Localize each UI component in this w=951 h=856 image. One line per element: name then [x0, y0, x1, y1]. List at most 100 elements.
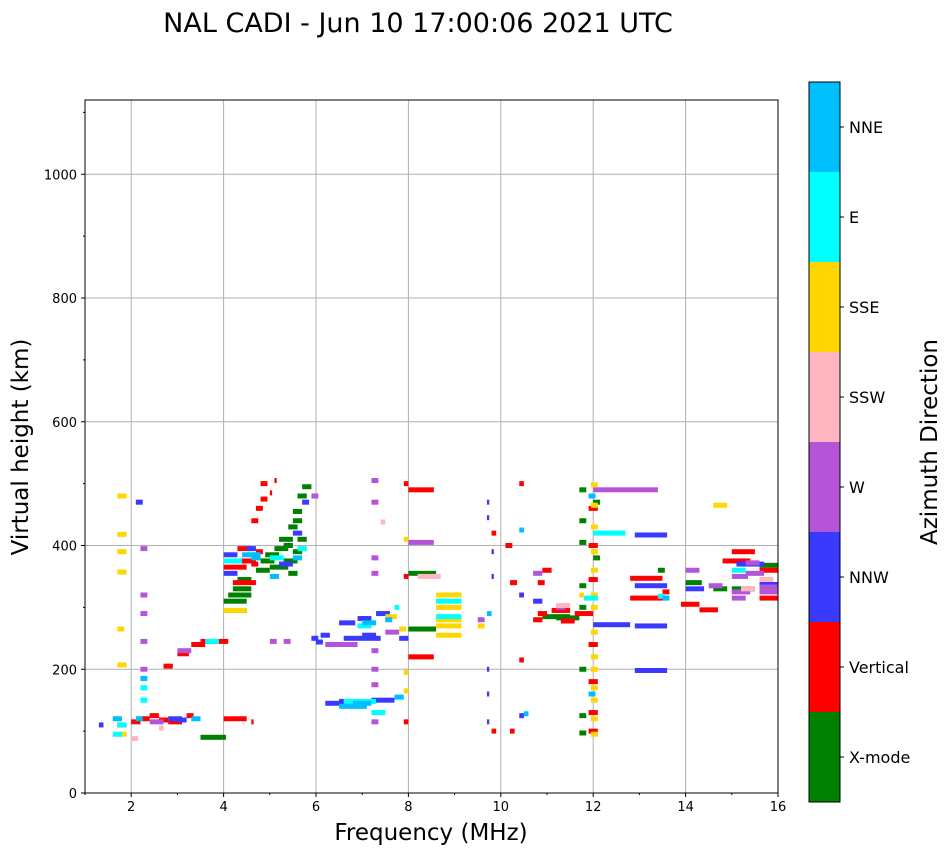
echo-mark	[376, 611, 390, 617]
echo-mark	[759, 562, 778, 568]
y-axis-label: Virtual height (km)	[8, 339, 34, 556]
echo-mark	[140, 676, 148, 682]
echo-mark	[486, 691, 490, 697]
echo-mark	[590, 482, 598, 488]
echo-mark	[403, 573, 409, 579]
colorbar-tick-label: Vertical	[849, 658, 909, 677]
echo-mark	[274, 546, 289, 552]
echo-mark	[685, 586, 705, 592]
echo-mark	[292, 530, 303, 536]
echo-mark	[590, 549, 598, 555]
echo-mark	[745, 560, 760, 566]
colorbar: X-mode Vertical NNW W SSW SSE E NNE	[808, 81, 910, 803]
echo-mark	[759, 589, 778, 595]
x-axis: 2 4 6 8 10 12 14 16	[84, 793, 786, 815]
echo-mark	[593, 487, 658, 493]
x-tick-label: 6	[312, 800, 320, 815]
echo-mark	[339, 703, 367, 709]
echo-mark	[140, 697, 148, 703]
echo-mark	[140, 592, 148, 598]
echo-mark	[140, 611, 148, 617]
echo-mark	[590, 629, 598, 635]
chart-title: NAL CADI - Jun 10 17:00:06 2021 UTC	[163, 8, 673, 39]
echo-mark	[260, 496, 268, 502]
echo-mark	[177, 651, 189, 657]
echo-mark	[593, 555, 601, 561]
echo-mark	[117, 569, 127, 575]
colorbar-label: Azimuth Direction	[917, 339, 943, 545]
echo-mark	[579, 713, 587, 719]
echo-mark	[177, 717, 187, 723]
y-tick-label: 400	[52, 540, 77, 555]
echo-mark	[590, 716, 598, 722]
echo-mark	[246, 546, 256, 552]
echo-mark	[436, 632, 462, 638]
echo-mark	[316, 639, 323, 645]
echo-mark	[191, 716, 201, 722]
echo-mark	[699, 607, 718, 613]
echo-mark	[759, 595, 778, 601]
colorbar-tick-label: SSW	[849, 388, 885, 407]
echo-mark	[436, 598, 462, 604]
echo-mark	[131, 719, 141, 725]
echo-mark	[556, 615, 580, 621]
echo-mark	[223, 564, 247, 570]
echo-mark	[708, 583, 723, 589]
echo-mark	[320, 632, 330, 638]
echo-mark	[590, 502, 598, 508]
echo-mark	[177, 648, 192, 654]
echo-mark	[590, 524, 598, 530]
echo-mark	[556, 603, 571, 609]
echo-mark	[112, 731, 122, 737]
echo-mark	[237, 577, 252, 583]
echo-mark	[168, 716, 183, 722]
echo-mark	[537, 580, 545, 586]
echo-mark	[731, 567, 746, 573]
echo-mark	[279, 561, 293, 567]
x-tick-label: 4	[219, 800, 227, 815]
echo-mark	[759, 567, 778, 573]
echo-mark	[551, 607, 571, 613]
colorbar-segment	[809, 622, 840, 712]
echo-mark	[297, 546, 307, 552]
echo-mark	[371, 570, 379, 576]
echo-mark	[394, 694, 404, 700]
echo-mark	[588, 493, 596, 499]
echo-mark	[519, 527, 524, 533]
echo-mark	[279, 536, 293, 542]
echo-mark	[486, 499, 490, 505]
echo-mark	[269, 573, 280, 579]
series-x-mode	[200, 484, 778, 740]
colorbar-frame	[808, 81, 841, 803]
echo-mark	[371, 555, 379, 561]
echo-mark	[399, 626, 407, 632]
echo-mark	[662, 595, 670, 601]
x-tick-label: 14	[677, 800, 694, 815]
echo-mark	[634, 667, 668, 673]
echo-mark	[269, 490, 273, 496]
echo-mark	[590, 666, 598, 672]
echo-mark	[163, 663, 173, 669]
echo-mark	[283, 638, 291, 644]
echo-mark	[200, 734, 226, 740]
echo-mark	[731, 549, 755, 555]
echo-mark	[403, 688, 409, 694]
echo-mark	[302, 484, 312, 490]
echo-mark	[759, 584, 778, 590]
echo-mark	[232, 580, 256, 586]
colorbar-tick-label: SSE	[849, 298, 879, 317]
x-axis-label: Frequency (MHz)	[334, 820, 527, 846]
echo-mark	[731, 573, 748, 579]
echo-mark	[140, 666, 148, 672]
echo-mark	[590, 592, 598, 598]
echo-mark	[117, 722, 127, 728]
echo-mark	[505, 543, 513, 548]
echo-mark	[408, 570, 437, 576]
echo-mark	[223, 570, 238, 576]
echo-mark	[579, 730, 587, 736]
echo-mark	[362, 620, 377, 626]
echo-mark	[325, 642, 358, 647]
echo-mark	[117, 626, 125, 632]
echo-mark	[583, 595, 598, 601]
series-sse	[117, 482, 728, 737]
